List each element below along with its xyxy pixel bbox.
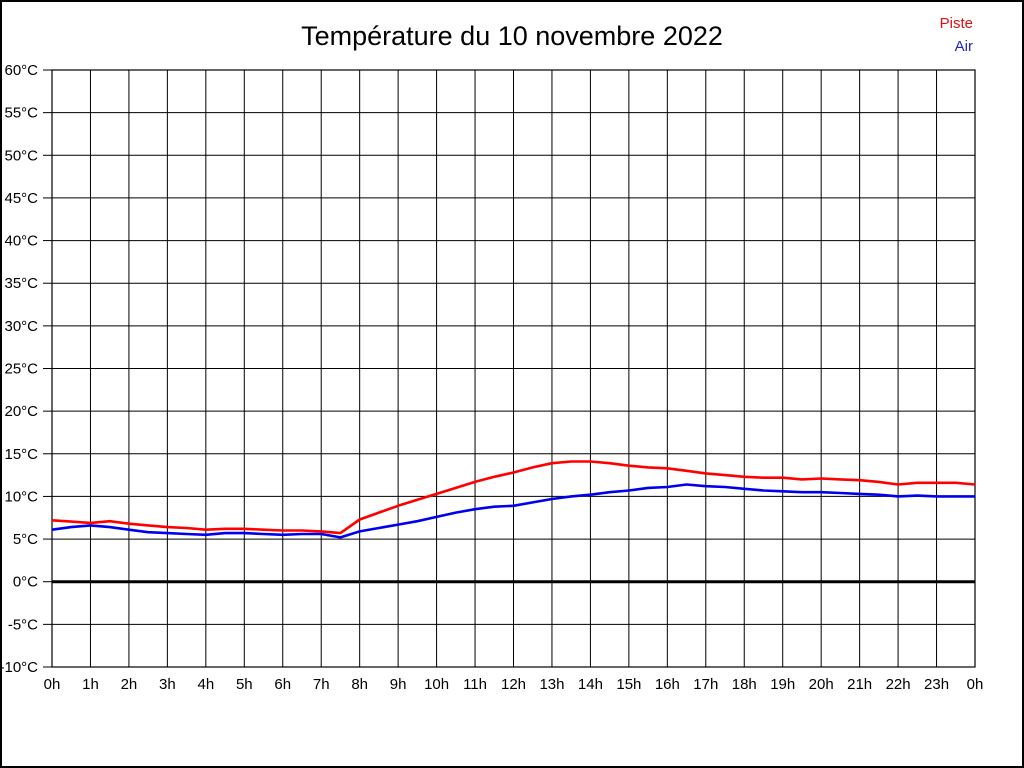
x-tick-label: 7h xyxy=(313,676,330,693)
x-tick-label: 16h xyxy=(655,676,680,693)
x-tick-label: 0h xyxy=(44,676,61,693)
y-tick-label: 55°C xyxy=(4,105,38,122)
y-tick-label: 45°C xyxy=(4,190,38,207)
x-tick-label: 2h xyxy=(121,676,138,693)
x-tick-label: 22h xyxy=(886,676,911,693)
y-tick-label: 40°C xyxy=(4,233,38,250)
x-tick-label: 4h xyxy=(197,676,214,693)
series-line-air xyxy=(51,483,975,539)
x-tick-label: 9h xyxy=(390,676,407,693)
y-tick-label: 0°C xyxy=(13,574,38,591)
x-tick-label: 13h xyxy=(539,676,564,693)
y-tick-label: 10°C xyxy=(4,488,38,505)
x-tick-label: 15h xyxy=(616,676,641,693)
y-tick-label: -5°C xyxy=(8,616,38,633)
y-tick-label: 35°C xyxy=(4,275,38,292)
x-tick-label: 6h xyxy=(274,676,291,693)
x-tick-label: 20h xyxy=(809,676,834,693)
series-line-piste xyxy=(51,460,976,535)
x-tick-label: 12h xyxy=(501,676,526,693)
x-tick-label: 14h xyxy=(578,676,603,693)
x-tick-label: 21h xyxy=(847,676,872,693)
x-tick-label: 3h xyxy=(159,676,176,693)
y-tick-label: 5°C xyxy=(13,531,38,548)
x-tick-label: 10h xyxy=(424,676,449,693)
x-tick-label: 1h xyxy=(82,676,99,693)
y-tick-label: 30°C xyxy=(4,318,38,335)
x-tick-label: 11h xyxy=(463,676,487,693)
chart-title: Température du 10 novembre 2022 xyxy=(301,21,723,51)
y-tick-label: -10°C xyxy=(2,659,38,676)
legend: Piste Air xyxy=(940,12,973,58)
y-tick-label: 60°C xyxy=(4,62,38,79)
legend-item-air: Air xyxy=(954,38,973,55)
x-tick-label: 5h xyxy=(236,676,253,693)
y-tick-label: 25°C xyxy=(4,361,38,378)
legend-item-piste: Piste xyxy=(939,15,973,32)
x-tick-label: 23h xyxy=(924,676,949,693)
x-tick-label: 18h xyxy=(732,676,757,693)
x-tick-label: 17h xyxy=(693,676,718,693)
y-tick-label: 15°C xyxy=(4,446,38,463)
plot-border xyxy=(51,69,976,668)
y-tick-label: 20°C xyxy=(4,403,38,420)
x-tick-label: 19h xyxy=(770,676,795,693)
x-tick-label: 8h xyxy=(351,676,368,693)
y-tick-label: 50°C xyxy=(4,147,38,164)
x-tick-label: 0h xyxy=(967,676,984,693)
